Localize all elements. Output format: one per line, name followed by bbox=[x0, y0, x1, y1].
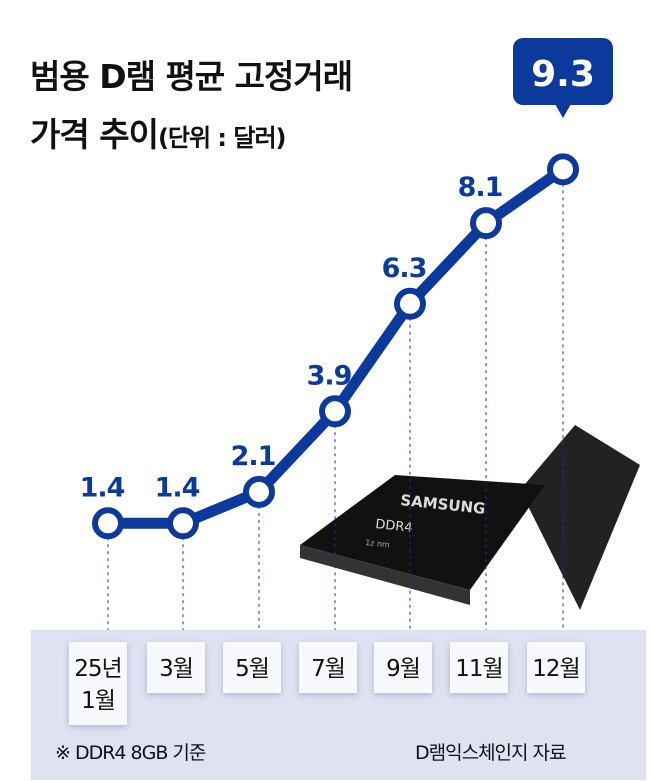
data-point-6 bbox=[547, 153, 579, 186]
x-tick-label-5: 11월 bbox=[450, 642, 508, 693]
x-tick-label-4: 9월 bbox=[374, 642, 432, 693]
data-point-5 bbox=[470, 207, 502, 240]
data-point-3 bbox=[319, 395, 351, 428]
data-label-6: 9.3 bbox=[531, 54, 595, 95]
data-label-1: 1.4 bbox=[155, 472, 200, 503]
footnote: ※ DDR4 8GB 기준 bbox=[55, 742, 206, 764]
data-point-4 bbox=[394, 287, 426, 320]
data-label-2: 2.1 bbox=[231, 441, 276, 472]
x-tick-label-0: 25년 1월 bbox=[69, 642, 127, 725]
data-label-5: 8.1 bbox=[458, 172, 503, 203]
callout-pointer bbox=[555, 104, 571, 118]
source-note: D램익스체인지 자료 bbox=[415, 742, 567, 764]
unit-label: (단위 : 달러) bbox=[157, 124, 287, 152]
data-point-2 bbox=[243, 475, 275, 508]
data-point-1 bbox=[167, 507, 199, 540]
x-tick-label-6: 12월 bbox=[527, 642, 585, 693]
x-tick-label-3: 7월 bbox=[299, 642, 357, 693]
x-tick-label-2: 5월 bbox=[223, 642, 281, 693]
data-label-3: 3.9 bbox=[307, 360, 352, 391]
data-label-0: 1.4 bbox=[80, 472, 125, 503]
title-line2-text: 가격 추이 bbox=[30, 115, 159, 154]
title-line2: 가격 추이(단위 : 달러) bbox=[30, 108, 287, 156]
x-tick-label-1: 3월 bbox=[147, 642, 205, 693]
data-point-0 bbox=[92, 507, 124, 540]
title-line1: 범용 D램 평균 고정거래 bbox=[30, 57, 353, 96]
chip-model-text: DDR4 bbox=[375, 517, 414, 536]
callout-box bbox=[513, 38, 613, 105]
chip-sub-text: 1z nm bbox=[365, 538, 391, 550]
data-label-4: 6.3 bbox=[382, 253, 427, 284]
